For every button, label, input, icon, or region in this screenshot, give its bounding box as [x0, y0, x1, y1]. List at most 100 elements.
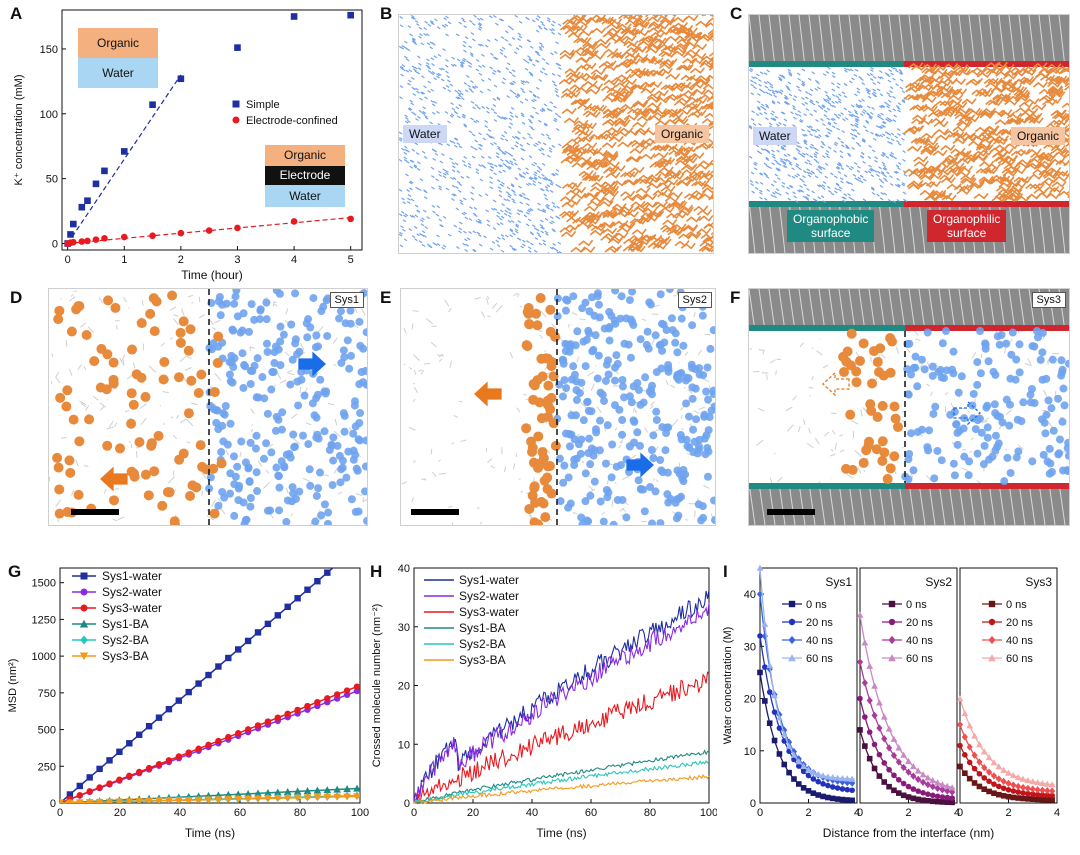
solvent-bond	[654, 429, 659, 431]
organic-molecule	[1062, 103, 1069, 108]
system-label: Sys1	[330, 292, 364, 308]
water-molecule	[237, 437, 245, 445]
legend-label: Sys1-water	[102, 569, 162, 583]
water-molecule	[474, 15, 477, 17]
organophobic-edge	[749, 325, 905, 331]
solvent-bond	[1006, 410, 1012, 415]
data-point	[156, 761, 162, 767]
data-point	[324, 569, 330, 575]
water-molecule	[552, 21, 555, 23]
data-point	[895, 744, 902, 750]
organic-molecule	[149, 293, 159, 303]
water-molecule	[819, 171, 822, 173]
water-molecule	[430, 42, 433, 44]
data-point	[915, 788, 921, 794]
solvent-bond	[653, 479, 655, 481]
solvent-bond	[645, 428, 648, 432]
water-molecule	[801, 97, 804, 99]
water-molecule	[1059, 385, 1067, 393]
water-molecule	[264, 507, 272, 515]
water-molecule	[407, 190, 410, 192]
water-molecule	[794, 96, 797, 98]
water-molecule	[434, 19, 437, 21]
water-molecule	[865, 171, 868, 173]
water-molecule	[804, 184, 807, 186]
water-molecule	[530, 46, 533, 48]
organic-molecule	[936, 135, 950, 140]
data-point	[195, 746, 201, 752]
water-molecule	[873, 76, 876, 78]
water-molecule	[498, 187, 501, 189]
water-molecule	[1012, 356, 1020, 364]
water-molecule	[1033, 327, 1041, 335]
solvent-bond	[174, 315, 179, 316]
water-molecule	[558, 116, 561, 118]
water-molecule	[500, 52, 503, 54]
water-molecule	[809, 93, 812, 95]
water-molecule	[787, 154, 790, 156]
organic-molecule	[864, 440, 874, 450]
water-molecule	[446, 188, 449, 190]
water-molecule	[880, 135, 883, 137]
water-molecule	[313, 492, 321, 500]
water-molecule	[782, 182, 785, 184]
water-molecule	[508, 194, 511, 196]
water-molecule	[424, 197, 427, 199]
water-molecule	[274, 416, 282, 424]
water-molecule	[535, 60, 538, 62]
water-molecule	[793, 108, 796, 110]
organic-molecule	[102, 349, 112, 359]
water-molecule	[828, 191, 831, 193]
water-molecule	[431, 187, 434, 189]
water-molecule	[530, 121, 533, 123]
water-molecule	[465, 90, 468, 92]
water-molecule	[443, 245, 446, 247]
water-molecule	[411, 77, 414, 79]
water-molecule	[805, 162, 808, 164]
water-molecule	[756, 145, 759, 147]
data-point	[801, 785, 807, 791]
solvent-bond	[615, 428, 617, 430]
subpanel-title: Sys3	[1025, 575, 1052, 589]
water-molecule	[539, 243, 542, 245]
water-molecule	[604, 421, 612, 429]
organic-molecule	[891, 414, 901, 424]
solvent-bond	[182, 309, 184, 315]
water-molecule	[881, 181, 884, 183]
organic-molecule	[174, 372, 184, 382]
water-molecule	[556, 63, 559, 65]
water-molecule	[863, 110, 866, 112]
solvent-bond	[163, 392, 169, 393]
solvent-bond	[807, 443, 813, 448]
water-molecule	[413, 94, 416, 96]
water-molecule	[446, 86, 449, 88]
organic-molecule	[914, 161, 928, 166]
legend-label: Sys2-BA	[102, 633, 149, 647]
water-molecule	[768, 89, 771, 91]
water-molecule	[478, 235, 481, 237]
water-molecule	[458, 93, 461, 95]
water-molecule	[850, 133, 853, 135]
solvent-bond	[452, 443, 454, 444]
water-molecule	[443, 176, 446, 178]
water-molecule	[790, 112, 793, 114]
water-molecule	[547, 155, 550, 157]
solvent-bond	[612, 500, 613, 507]
water-molecule	[750, 180, 753, 182]
water-molecule	[889, 95, 892, 97]
water-molecule	[1058, 418, 1066, 426]
water-molecule	[505, 210, 508, 212]
water-molecule	[423, 107, 426, 109]
water-molecule	[440, 143, 443, 145]
data-point	[235, 730, 241, 736]
water-molecule	[641, 507, 649, 515]
solvent-bond	[633, 408, 634, 413]
water-molecule	[450, 84, 453, 86]
water-molecule	[462, 160, 465, 162]
legend-label: Electrode-confined	[246, 115, 338, 127]
data-point	[876, 699, 883, 705]
water-molecule	[901, 138, 904, 140]
water-molecule	[469, 207, 472, 209]
solvent-bond	[545, 350, 546, 352]
solvent-bond	[338, 492, 342, 494]
